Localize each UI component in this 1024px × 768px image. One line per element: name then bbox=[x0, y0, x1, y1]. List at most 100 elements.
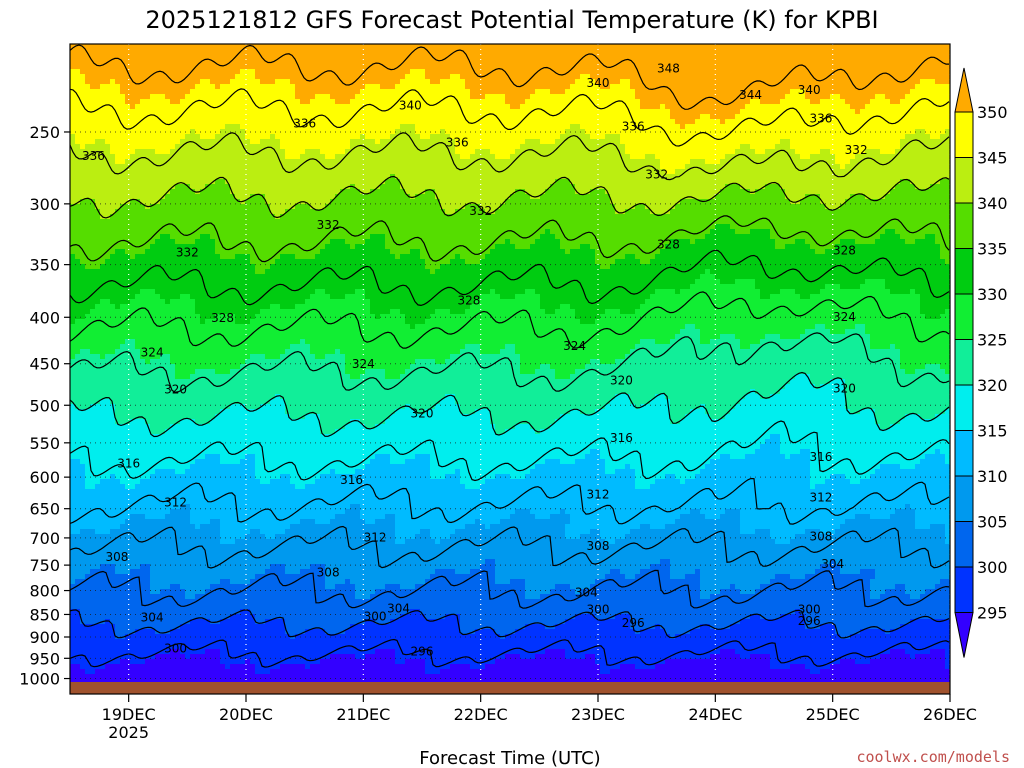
colorbar-arrow-top bbox=[955, 68, 973, 112]
x-tick-label: 24DEC bbox=[688, 705, 742, 724]
contour-label: 336 bbox=[446, 135, 469, 149]
contour-label: 324 bbox=[141, 346, 164, 360]
contour-label: 296 bbox=[411, 645, 434, 659]
y-tick-label: 400 bbox=[29, 308, 60, 327]
y-tick-label: 250 bbox=[29, 123, 60, 142]
contour-label: 348 bbox=[657, 61, 680, 75]
y-tick-label: 650 bbox=[29, 500, 60, 519]
contour-label: 296 bbox=[798, 614, 821, 628]
contour-label: 312 bbox=[809, 491, 832, 505]
colorbar-tick-label: 335 bbox=[977, 240, 1008, 259]
contour-label: 324 bbox=[833, 310, 856, 324]
contour-label: 332 bbox=[845, 143, 868, 157]
y-tick-label: 350 bbox=[29, 256, 60, 275]
contour-label: 344 bbox=[739, 88, 762, 102]
colorbar-segment bbox=[955, 476, 973, 522]
y-tick-label: 850 bbox=[29, 605, 60, 624]
colorbar-tick-label: 305 bbox=[977, 513, 1008, 532]
colorbar-segment bbox=[955, 567, 973, 613]
y-tick-label: 500 bbox=[29, 396, 60, 415]
y-tick-label: 550 bbox=[29, 434, 60, 453]
contour-label: 336 bbox=[82, 149, 105, 163]
contour-label: 332 bbox=[176, 246, 199, 260]
contour-label: 308 bbox=[809, 529, 832, 543]
filled-contours bbox=[70, 44, 951, 695]
y-tick-label: 450 bbox=[29, 355, 60, 374]
contour-label: 304 bbox=[821, 557, 844, 571]
chart-title: 2025121812 GFS Forecast Potential Temper… bbox=[145, 6, 878, 34]
colorbar-tick-label: 310 bbox=[977, 467, 1008, 486]
contour-label: 312 bbox=[364, 530, 387, 544]
contour-label: 340 bbox=[587, 76, 610, 90]
x-tick-label: 26DEC bbox=[923, 705, 977, 724]
contour-label: 328 bbox=[457, 294, 480, 308]
colorbar-segment bbox=[955, 431, 973, 477]
colorbar-segment bbox=[955, 249, 973, 295]
colorbar-tick-label: 315 bbox=[977, 422, 1008, 441]
x-tick-label: 22DEC bbox=[454, 705, 508, 724]
contour-label: 296 bbox=[622, 616, 645, 630]
colorbar-segment bbox=[955, 385, 973, 431]
contour-label: 300 bbox=[164, 642, 187, 656]
contour-label: 336 bbox=[622, 120, 645, 134]
colorbar-segment bbox=[955, 158, 973, 204]
contour-label: 300 bbox=[364, 609, 387, 623]
y-tick-label: 600 bbox=[29, 468, 60, 487]
contour-label: 316 bbox=[340, 473, 363, 487]
y-tick-label: 1000 bbox=[19, 670, 60, 689]
contour-label: 320 bbox=[164, 382, 187, 396]
x-tick-label: 25DEC bbox=[806, 705, 860, 724]
ground-layer bbox=[70, 682, 950, 694]
contour-label: 308 bbox=[317, 565, 340, 579]
contour-label: 312 bbox=[587, 488, 610, 502]
contour-label: 340 bbox=[798, 83, 821, 97]
x-tick-label: 21DEC bbox=[336, 705, 390, 724]
colorbar-segment bbox=[955, 203, 973, 249]
contour-label: 316 bbox=[809, 450, 832, 464]
colorbar-segment bbox=[955, 294, 973, 340]
contour-label: 320 bbox=[411, 406, 434, 420]
contour-label: 304 bbox=[141, 611, 164, 625]
colorbar-segment bbox=[955, 522, 973, 568]
colorbar-tick-label: 340 bbox=[977, 194, 1008, 213]
contour-label: 340 bbox=[399, 98, 422, 112]
colorbar-tick-label: 330 bbox=[977, 285, 1008, 304]
contour-label: 332 bbox=[645, 168, 668, 182]
contour-label: 336 bbox=[809, 112, 832, 126]
colorbar-segment bbox=[955, 340, 973, 386]
contour-label: 320 bbox=[610, 373, 633, 387]
y-tick-label: 900 bbox=[29, 628, 60, 647]
contour-label: 308 bbox=[105, 550, 128, 564]
credit-text: coolwx.com/models bbox=[856, 748, 1010, 766]
colorbar-segment bbox=[955, 112, 973, 158]
contour-label: 328 bbox=[833, 243, 856, 257]
contour-label: 336 bbox=[293, 117, 316, 131]
y-tick-label: 950 bbox=[29, 649, 60, 668]
x-tick-label: 19DEC bbox=[102, 705, 156, 724]
contour-label: 320 bbox=[833, 382, 856, 396]
contour-label: 316 bbox=[610, 431, 633, 445]
colorbar-tick-label: 325 bbox=[977, 331, 1008, 350]
plot-area bbox=[70, 44, 951, 695]
contour-label: 328 bbox=[657, 238, 680, 252]
contour-label: 312 bbox=[164, 496, 187, 510]
x-tick-label: 20DEC bbox=[219, 705, 273, 724]
contour-label: 324 bbox=[352, 357, 375, 371]
colorbar-tick-label: 320 bbox=[977, 376, 1008, 395]
colorbar-arrow-bottom bbox=[955, 613, 973, 658]
colorbar-tick-label: 295 bbox=[977, 604, 1008, 623]
contour-label: 300 bbox=[587, 602, 610, 616]
colorbar-tick-label: 300 bbox=[977, 558, 1008, 577]
y-tick-label: 700 bbox=[29, 529, 60, 548]
y-tick-label: 300 bbox=[29, 195, 60, 214]
contour-label: 332 bbox=[317, 218, 340, 232]
contour-label: 304 bbox=[575, 586, 598, 600]
contour-label: 316 bbox=[117, 456, 140, 470]
contour-label: 304 bbox=[387, 601, 410, 615]
colorbar-tick-label: 350 bbox=[977, 103, 1008, 122]
x-axis-label: Forecast Time (UTC) bbox=[419, 748, 600, 768]
y-tick-label: 750 bbox=[29, 556, 60, 575]
